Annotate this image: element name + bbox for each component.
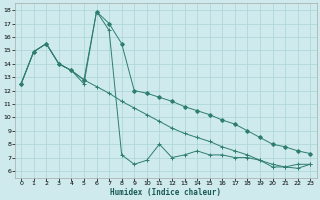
X-axis label: Humidex (Indice chaleur): Humidex (Indice chaleur) bbox=[110, 188, 221, 197]
